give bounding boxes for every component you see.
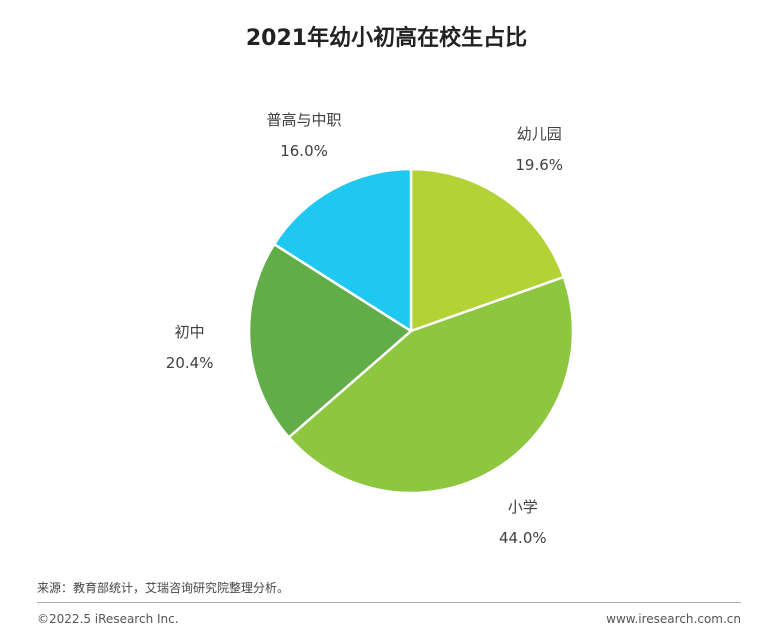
slice-label-1: 小学 44.0% <box>453 492 593 554</box>
slice-percent-label: 19.6% <box>515 155 564 174</box>
footer-divider <box>37 602 741 603</box>
slice-label-2: 初中 20.4% <box>120 317 260 379</box>
pie-slice-3 <box>272 167 413 333</box>
slice-category-label: 初中 <box>174 322 205 341</box>
slice-category-label: 小学 <box>507 497 538 516</box>
slice-percent-label: 44.0% <box>498 528 547 547</box>
slice-category-label: 普高与中职 <box>266 111 342 130</box>
slice-label-3: 普高与中职 16.0% <box>234 105 374 167</box>
copyright-text: ©2022.5 iResearch Inc. <box>37 612 179 626</box>
slice-percent-label: 16.0% <box>280 142 328 161</box>
website-link[interactable]: www.iresearch.com.cn <box>606 612 741 626</box>
chart-title: 2021年幼小初高在校生占比 <box>245 26 528 51</box>
slice-percent-label: 20.4% <box>165 353 214 372</box>
pie-slice-2 <box>247 242 413 439</box>
source-note: 来源：教育部统计，艾瑞咨询研究院整理分析。 <box>37 581 290 595</box>
pie-slice-1 <box>287 275 575 495</box>
slice-label-0: 幼儿园 19.6% <box>469 119 609 181</box>
slice-category-label: 幼儿园 <box>516 124 562 143</box>
